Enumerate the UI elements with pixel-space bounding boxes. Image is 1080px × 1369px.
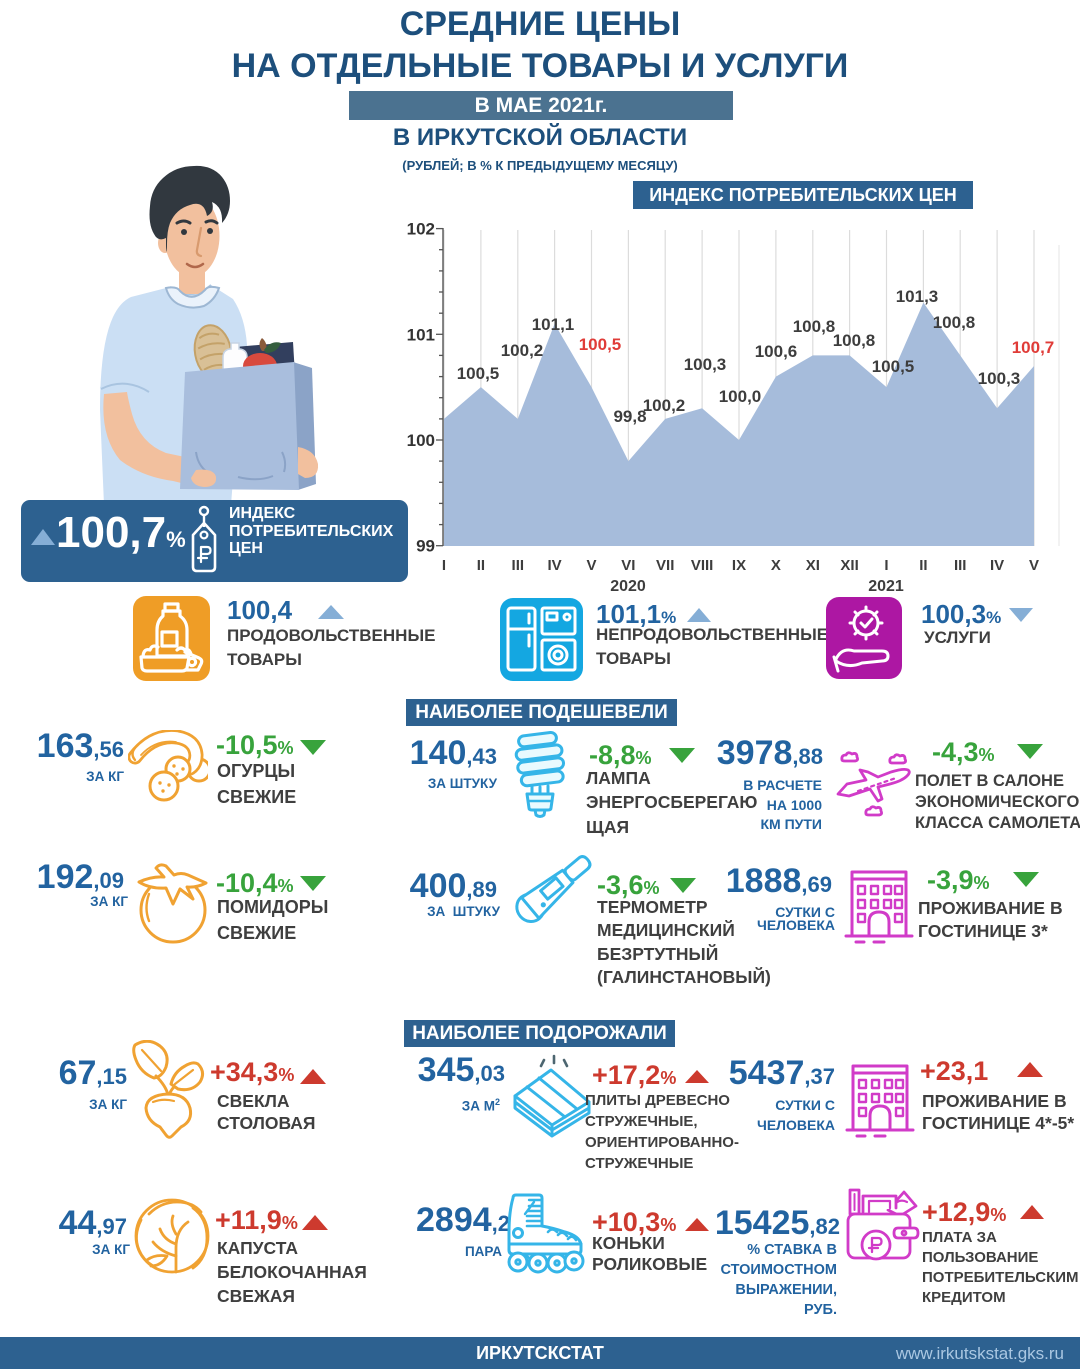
svg-text:VI: VI [621,557,635,574]
svg-text:101,1: 101,1 [532,315,575,334]
svg-text:I: I [884,557,888,574]
svg-text:2020: 2020 [610,578,646,595]
svg-text:100,5: 100,5 [872,357,915,376]
svg-text:100,3: 100,3 [684,355,727,374]
svg-text:VII: VII [656,557,674,574]
svg-text:100,3: 100,3 [978,369,1021,388]
svg-text:X: X [771,557,781,574]
svg-text:II: II [919,557,927,574]
svg-text:XII: XII [840,557,858,574]
svg-text:VIII: VIII [691,557,714,574]
svg-text:XI: XI [806,557,820,574]
svg-text:V: V [586,557,596,574]
svg-text:IX: IX [732,557,746,574]
svg-text:100,7: 100,7 [1012,338,1055,357]
svg-text:100,2: 100,2 [501,341,544,360]
svg-text:100,8: 100,8 [833,331,876,350]
svg-text:III: III [954,557,967,574]
svg-text:I: I [442,557,446,574]
svg-text:III: III [512,557,525,574]
svg-text:100,6: 100,6 [755,342,798,361]
svg-text:IV: IV [990,557,1004,574]
svg-text:101,3: 101,3 [896,287,939,306]
svg-text:102: 102 [407,220,435,239]
svg-text:100,0: 100,0 [719,387,762,406]
svg-text:IV: IV [548,557,562,574]
svg-text:100,8: 100,8 [793,317,836,336]
svg-text:100: 100 [407,431,435,450]
svg-text:99,8: 99,8 [613,407,646,426]
svg-text:99: 99 [416,537,435,556]
svg-text:100,8: 100,8 [933,313,976,332]
svg-text:V: V [1029,557,1039,574]
svg-text:101: 101 [407,325,435,344]
svg-text:100,5: 100,5 [457,364,500,383]
svg-text:100,2: 100,2 [643,396,686,415]
svg-text:2021: 2021 [868,578,904,595]
svg-text:100,5: 100,5 [579,335,622,354]
svg-text:II: II [477,557,485,574]
